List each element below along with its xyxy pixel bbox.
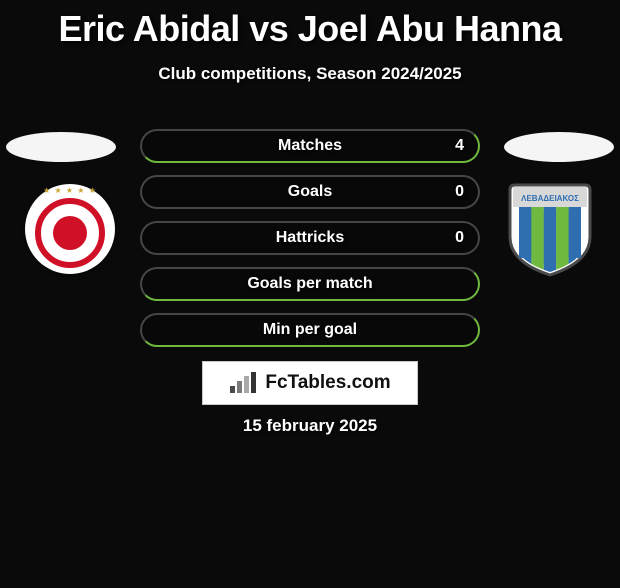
stat-label: Min per goal [263, 321, 357, 339]
stat-value-right: 4 [455, 137, 464, 155]
stat-row-goals: Goals 0 [140, 175, 480, 209]
levadiakos-crest: ΛΕΒΑΔΕΙΑΚΟΣ [505, 182, 595, 277]
crest-ring-icon [35, 198, 105, 268]
page-title: Eric Abidal vs Joel Abu Hanna [0, 8, 620, 50]
stat-row-goals-per-match: Goals per match [140, 267, 480, 301]
svg-text:ΛΕΒΑΔΕΙΑΚΟΣ: ΛΕΒΑΔΕΙΑΚΟΣ [521, 194, 579, 203]
player-photo-left [6, 132, 116, 162]
stat-row-matches: Matches 4 [140, 129, 480, 163]
club-badge-left: ★ ★ ★ ★ ★ [20, 184, 120, 274]
subtitle: Club competitions, Season 2024/2025 [0, 64, 620, 84]
stat-label: Hattricks [276, 229, 344, 247]
crest-stars-icon: ★ ★ ★ ★ ★ [25, 186, 115, 195]
stat-row-hattricks: Hattricks 0 [140, 221, 480, 255]
player-photo-right [504, 132, 614, 162]
stat-value-right: 0 [455, 183, 464, 201]
stat-label: Goals per match [247, 275, 372, 293]
stats-container: Matches 4 Goals 0 Hattricks 0 Goals per … [140, 129, 480, 359]
stat-label: Goals [288, 183, 332, 201]
date-label: 15 february 2025 [0, 416, 620, 436]
club-badge-right: ΛΕΒΑΔΕΙΑΚΟΣ [500, 184, 600, 274]
crest-center-icon [53, 216, 87, 250]
olympiacos-crest: ★ ★ ★ ★ ★ [25, 184, 115, 274]
stat-row-min-per-goal: Min per goal [140, 313, 480, 347]
stat-label: Matches [278, 137, 342, 155]
bar-chart-icon [229, 372, 257, 394]
brand-box[interactable]: FcTables.com [202, 361, 418, 405]
shield-icon: ΛΕΒΑΔΕΙΑΚΟΣ [505, 182, 595, 277]
stat-value-right: 0 [455, 229, 464, 247]
brand-text: FcTables.com [265, 372, 390, 394]
